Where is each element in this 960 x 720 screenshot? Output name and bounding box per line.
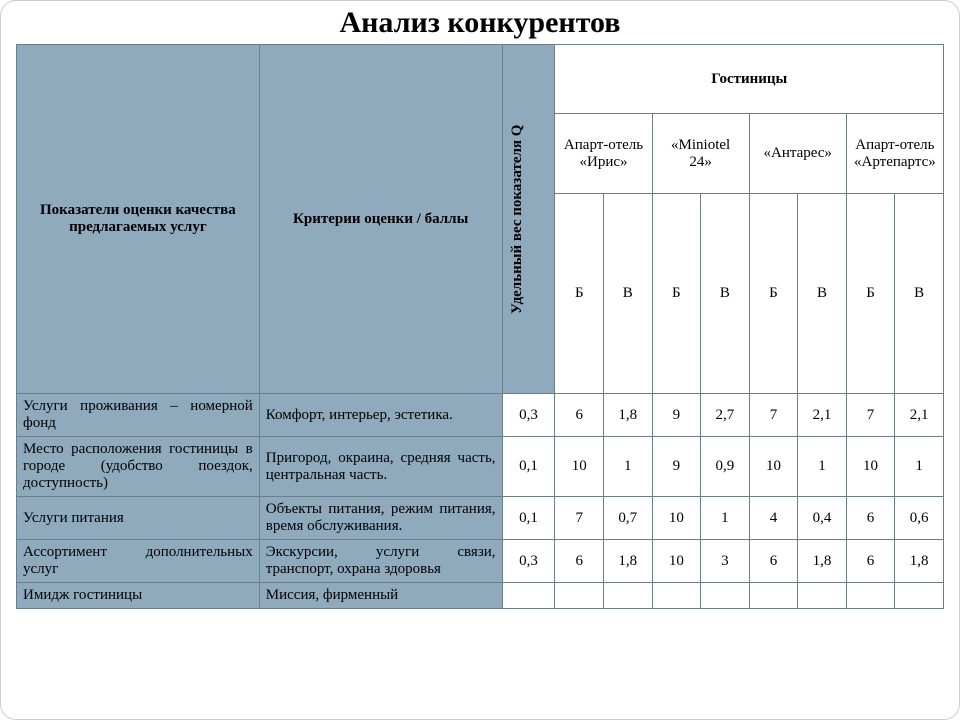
sub-v-3: В bbox=[895, 194, 944, 394]
cell-val: 2,1 bbox=[798, 394, 847, 437]
sub-v-2: В bbox=[798, 194, 847, 394]
cell-val bbox=[652, 583, 701, 609]
cell-val: 1 bbox=[895, 437, 944, 497]
cell-val: 1,8 bbox=[798, 540, 847, 583]
cell-val: 4 bbox=[749, 497, 798, 540]
cell-val: 0,9 bbox=[701, 437, 750, 497]
hotel-header-3: Апарт-отель «Артепартс» bbox=[846, 114, 943, 194]
page-title: Анализ конкурентов bbox=[0, 6, 960, 40]
hotel-header-1: «Miniotel 24» bbox=[652, 114, 749, 194]
cell-val: 9 bbox=[652, 437, 701, 497]
cell-val: 6 bbox=[749, 540, 798, 583]
col-header-hotels-group: Гостиницы bbox=[555, 45, 944, 114]
cell-val: 6 bbox=[846, 540, 895, 583]
table-row: Имидж гостиницы Миссия, фирменный bbox=[17, 583, 944, 609]
cell-val: 9 bbox=[652, 394, 701, 437]
cell-q: 0,1 bbox=[502, 437, 555, 497]
sub-v-0: В bbox=[604, 194, 653, 394]
competitor-table: Показатели оценки качества предлагаемых … bbox=[16, 44, 944, 609]
cell-indicator: Услуги питания bbox=[17, 497, 260, 540]
col-header-q: Удельный вес показателя Q bbox=[502, 45, 555, 394]
cell-val: 1 bbox=[701, 497, 750, 540]
col-header-q-label: Удельный вес показателя Q bbox=[509, 49, 526, 389]
cell-val: 6 bbox=[555, 394, 604, 437]
col-header-indicator: Показатели оценки качества предлагаемых … bbox=[17, 45, 260, 394]
cell-val: 0,7 bbox=[604, 497, 653, 540]
col-header-criteria: Критерии оценки / баллы bbox=[259, 45, 502, 394]
cell-val: 1 bbox=[798, 437, 847, 497]
cell-val bbox=[846, 583, 895, 609]
table-body: Услуги проживания – номерной фонд Комфор… bbox=[17, 394, 944, 609]
cell-val: 10 bbox=[749, 437, 798, 497]
cell-q: 0,1 bbox=[502, 497, 555, 540]
cell-val: 6 bbox=[846, 497, 895, 540]
cell-val: 7 bbox=[555, 497, 604, 540]
cell-val: 7 bbox=[846, 394, 895, 437]
cell-val: 1,8 bbox=[604, 540, 653, 583]
cell-q: 0,3 bbox=[502, 394, 555, 437]
table-row: Место расположения гостиницы в городе (у… bbox=[17, 437, 944, 497]
cell-val bbox=[895, 583, 944, 609]
cell-val: 2,1 bbox=[895, 394, 944, 437]
cell-val: 10 bbox=[846, 437, 895, 497]
sub-b-2: Б bbox=[749, 194, 798, 394]
sub-b-3: Б bbox=[846, 194, 895, 394]
cell-criteria: Комфорт, интерьер, эстетика. bbox=[259, 394, 502, 437]
sub-b-1: Б bbox=[652, 194, 701, 394]
cell-val: 1 bbox=[604, 437, 653, 497]
cell-q bbox=[502, 583, 555, 609]
cell-val: 0,6 bbox=[895, 497, 944, 540]
cell-val bbox=[701, 583, 750, 609]
cell-val bbox=[749, 583, 798, 609]
sub-b-0: Б bbox=[555, 194, 604, 394]
cell-criteria: Миссия, фирменный bbox=[259, 583, 502, 609]
cell-val bbox=[798, 583, 847, 609]
cell-val: 1,8 bbox=[895, 540, 944, 583]
cell-indicator: Ассортимент дополнительных услуг bbox=[17, 540, 260, 583]
cell-criteria: Экскурсии, услуги связи, транспорт, охра… bbox=[259, 540, 502, 583]
cell-val: 6 bbox=[555, 540, 604, 583]
cell-val: 7 bbox=[749, 394, 798, 437]
cell-indicator: Место расположения гостиницы в городе (у… bbox=[17, 437, 260, 497]
cell-val: 10 bbox=[652, 540, 701, 583]
cell-indicator: Имидж гостиницы bbox=[17, 583, 260, 609]
table-row: Ассортимент дополнительных услуг Экскурс… bbox=[17, 540, 944, 583]
hotel-header-2: «Антарес» bbox=[749, 114, 846, 194]
hotel-header-0: Апарт-отель «Ирис» bbox=[555, 114, 652, 194]
cell-val: 2,7 bbox=[701, 394, 750, 437]
cell-val bbox=[555, 583, 604, 609]
table-row: Услуги проживания – номерной фонд Комфор… bbox=[17, 394, 944, 437]
cell-criteria: Пригород, окраина, средняя часть, цент­р… bbox=[259, 437, 502, 497]
sub-v-1: В bbox=[701, 194, 750, 394]
cell-indicator: Услуги проживания – номерной фонд bbox=[17, 394, 260, 437]
cell-val: 3 bbox=[701, 540, 750, 583]
cell-val: 1,8 bbox=[604, 394, 653, 437]
cell-criteria: Объекты питания, режим питания, время об… bbox=[259, 497, 502, 540]
cell-val bbox=[604, 583, 653, 609]
cell-val: 10 bbox=[652, 497, 701, 540]
cell-val: 0,4 bbox=[798, 497, 847, 540]
table-row: Услуги питания Объекты питания, режим пи… bbox=[17, 497, 944, 540]
cell-q: 0,3 bbox=[502, 540, 555, 583]
cell-val: 10 bbox=[555, 437, 604, 497]
